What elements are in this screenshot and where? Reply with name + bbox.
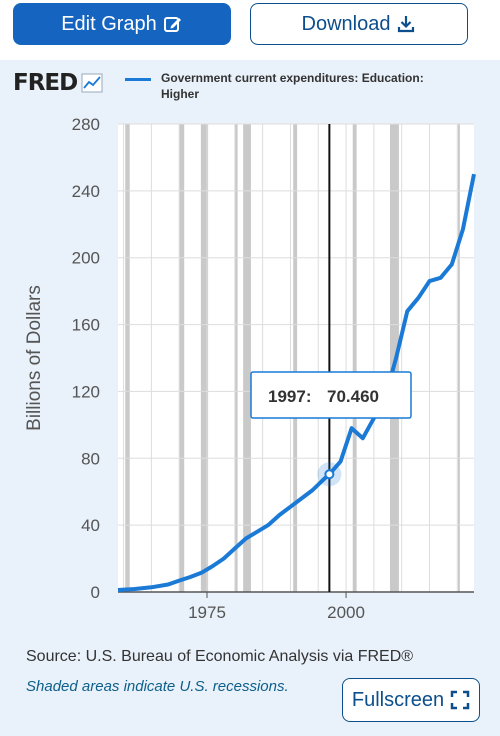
chart-legend: Government current expenditures: Educati… bbox=[125, 70, 451, 102]
line-chart[interactable]: 0 40 80 120 160 200 240 280 1975 2000 Billions of … bbox=[0, 60, 500, 620]
line-chart-icon bbox=[81, 73, 103, 93]
recession-band bbox=[243, 124, 251, 592]
recession-band bbox=[234, 124, 238, 592]
edit-graph-label: Edit Graph bbox=[61, 12, 157, 35]
recession-band bbox=[200, 124, 209, 592]
hover-point bbox=[324, 469, 335, 480]
fred-logo: FRED bbox=[13, 70, 103, 96]
download-tray-icon bbox=[396, 14, 416, 34]
y-tick-label: 160 bbox=[72, 316, 100, 335]
y-axis-label: Billions of Dollars bbox=[24, 285, 45, 431]
fullscreen-corners-icon bbox=[450, 690, 470, 710]
recession-band bbox=[125, 124, 130, 592]
y-tick-label: 280 bbox=[72, 115, 100, 134]
recession-note: Shaded areas indicate U.S. recessions. bbox=[26, 678, 289, 695]
series-line bbox=[117, 173, 476, 592]
x-tick-label: 1975 bbox=[188, 603, 226, 620]
legend-swatch bbox=[125, 78, 151, 81]
download-button[interactable]: Download bbox=[250, 3, 468, 45]
y-tick-label: 200 bbox=[72, 249, 100, 268]
tooltip-label: 1997: bbox=[268, 387, 311, 406]
y-tick-label: 120 bbox=[72, 382, 100, 401]
y-tick-label: 40 bbox=[81, 516, 100, 535]
fullscreen-label: Fullscreen bbox=[351, 688, 445, 711]
fred-logo-text: FRED bbox=[13, 70, 78, 96]
fullscreen-button[interactable]: Fullscreen bbox=[342, 678, 480, 722]
x-tick-label: 2000 bbox=[327, 603, 365, 620]
y-tick-label: 240 bbox=[72, 182, 100, 201]
tooltip-value: 70.460 bbox=[327, 387, 379, 406]
download-label: Download bbox=[301, 12, 391, 35]
y-tick-label: 0 bbox=[91, 583, 100, 602]
source-text: Source: U.S. Bureau of Economic Analysis… bbox=[26, 648, 414, 665]
y-tick-label: 80 bbox=[81, 449, 100, 468]
recession-band bbox=[179, 124, 185, 592]
chart-panel: FRED Government current expenditures: Ed… bbox=[0, 60, 500, 736]
recession-band bbox=[293, 124, 298, 592]
top-toolbar: Edit Graph Download bbox=[0, 0, 500, 60]
recession-band bbox=[457, 124, 460, 592]
tooltip-box bbox=[250, 371, 412, 419]
pencil-square-icon bbox=[163, 14, 183, 34]
recession-band bbox=[352, 124, 357, 592]
legend-label: Government current expenditures: Educati… bbox=[161, 71, 424, 101]
edit-graph-button[interactable]: Edit Graph bbox=[13, 3, 231, 45]
